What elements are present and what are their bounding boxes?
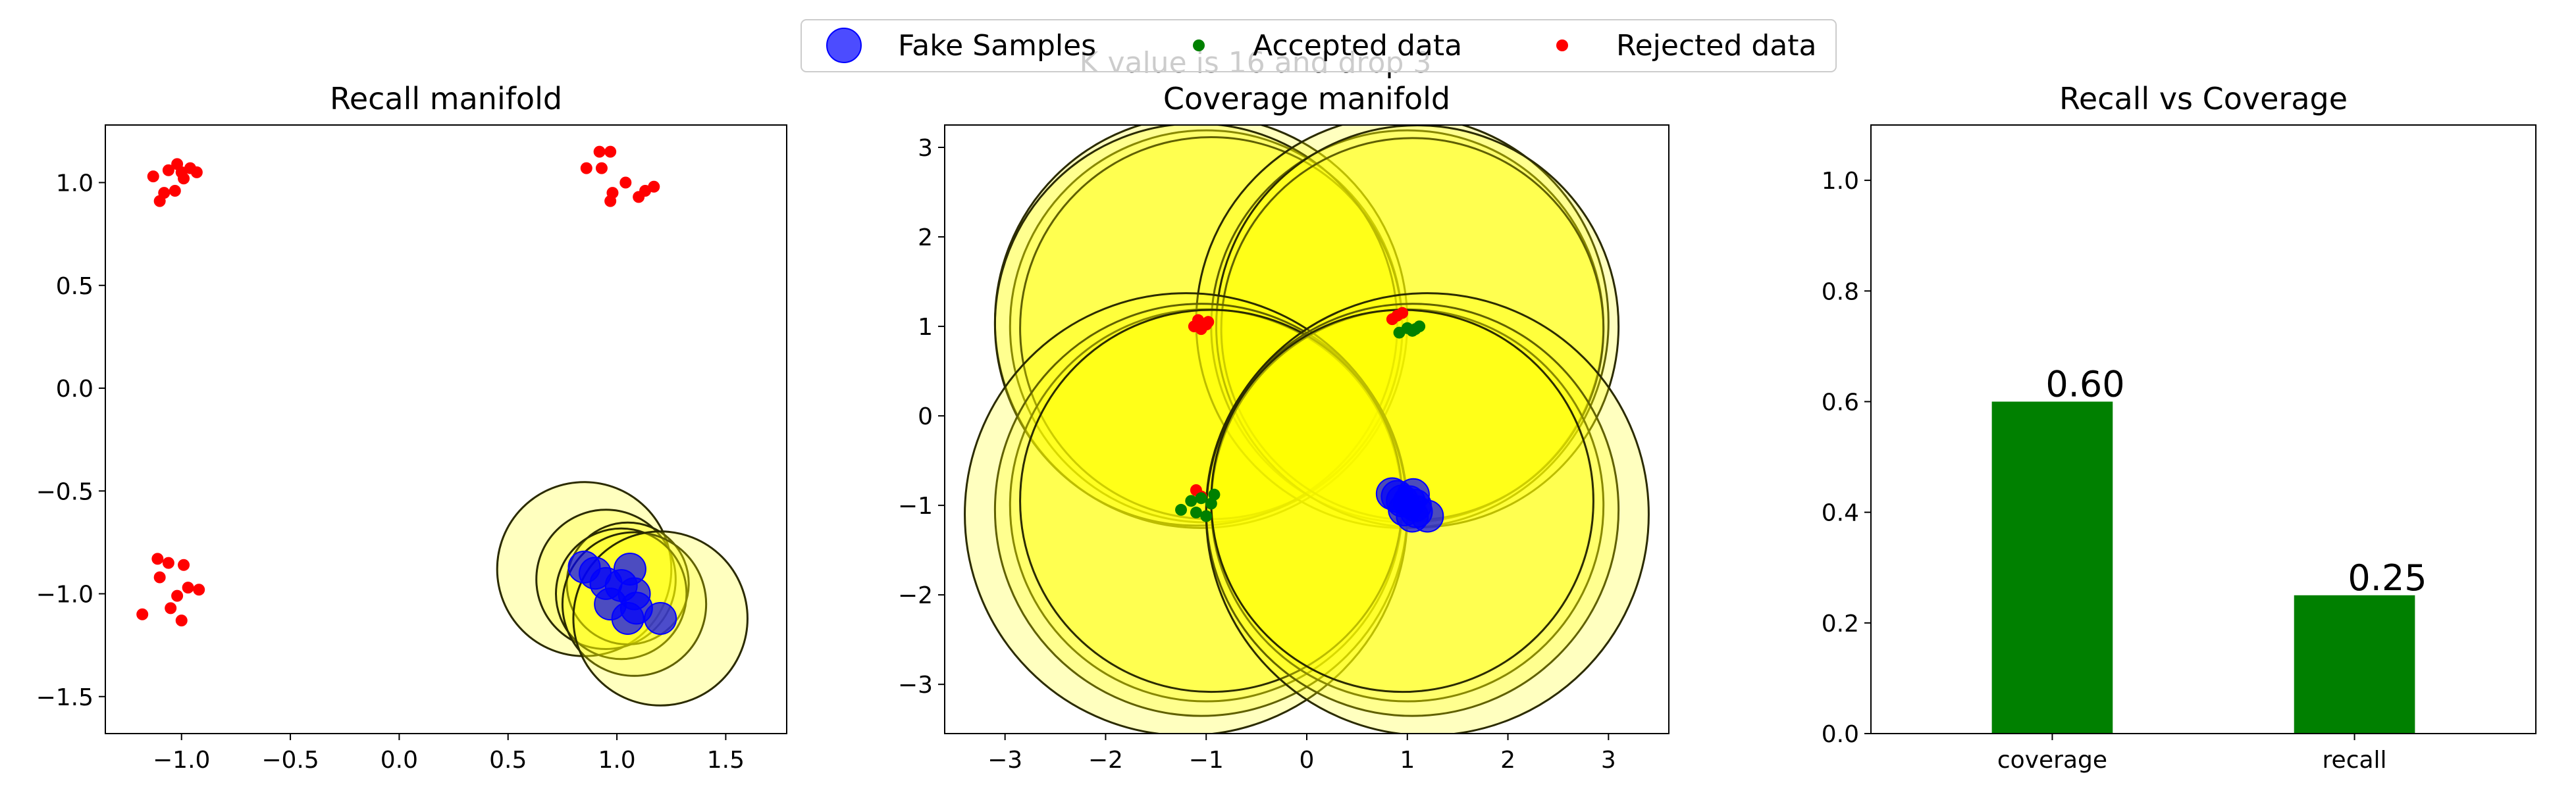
rejected-point — [153, 195, 166, 207]
accepted-point — [1208, 488, 1221, 501]
recall-manifold-title: Recall manifold — [330, 81, 562, 116]
rejected-point — [147, 170, 159, 183]
rejected-point — [604, 195, 617, 207]
y-tick-label: −1.0 — [36, 582, 93, 609]
x-tick-label: 1.0 — [598, 747, 635, 774]
coverage-manifold-title: Coverage manifold — [1163, 81, 1450, 116]
recall-manifold-plot-area — [136, 145, 749, 707]
accepted-point — [1200, 510, 1213, 522]
y-tick-label: −1.5 — [36, 684, 93, 711]
accepted-point — [1190, 507, 1202, 519]
rejected-point — [151, 553, 164, 565]
rejected-point — [175, 614, 188, 627]
x-tick-label: −1.0 — [153, 747, 210, 774]
accepted-point — [1195, 492, 1207, 505]
x-tick-label: 3 — [1601, 747, 1616, 774]
y-tick-label: 1.0 — [56, 170, 93, 197]
y-tick-label: 0.6 — [1822, 389, 1859, 416]
x-tick-label: −2 — [1088, 747, 1123, 774]
rejected-point — [580, 162, 592, 174]
rejected-point — [153, 571, 166, 584]
rejected-point — [593, 145, 606, 158]
x-tick-label: 2 — [1500, 747, 1515, 774]
y-tick-label: −3 — [898, 672, 933, 699]
y-tick-label: −0.5 — [36, 478, 93, 505]
legend: Fake Samples Accepted data Rejected data — [801, 19, 1837, 72]
fake-sample-point — [644, 602, 677, 635]
bar-coverage — [1991, 401, 2113, 734]
y-tick-label: 0.2 — [1822, 611, 1859, 638]
rejected-point — [1396, 307, 1409, 319]
accepted-point — [1406, 324, 1419, 337]
x-tick-label: −1 — [1189, 747, 1224, 774]
legend-marker-accepted-data — [1193, 39, 1205, 51]
coverage-manifold-ticks: −3 −2 −1 0 1 2 3 −3 −2 −1 0 1 2 3 — [898, 135, 1616, 774]
y-tick-label: 3 — [918, 135, 933, 162]
bar-value-label: 0.25 — [2348, 557, 2427, 599]
rejected-point — [1200, 318, 1213, 331]
recall-vs-coverage-plot-area: 0.60 0.25 — [1991, 363, 2427, 734]
accepted-point — [1175, 503, 1188, 516]
x-tick-label: 0.5 — [489, 747, 527, 774]
rejected-point — [604, 145, 617, 158]
accepted-point — [1205, 497, 1217, 510]
rejected-point — [190, 166, 203, 178]
x-tick-label: recall — [2323, 747, 2387, 774]
bar-recall — [2294, 595, 2415, 734]
x-tick-label: 1 — [1400, 747, 1415, 774]
rejected-point — [171, 158, 184, 170]
rejected-point — [182, 582, 194, 594]
x-tick-label: 1.5 — [707, 747, 745, 774]
rejected-point — [165, 602, 177, 614]
bar-value-label: 0.60 — [2045, 363, 2124, 405]
y-tick-label: −2 — [898, 582, 933, 609]
recall-vs-coverage-axes-frame — [1870, 124, 2537, 734]
rejected-point — [619, 176, 632, 189]
rejected-point — [648, 180, 660, 193]
rejected-point — [171, 589, 184, 602]
y-tick-label: 1.0 — [1822, 168, 1859, 195]
recall-manifold-ticks: −1.0 −0.5 0.0 0.5 1.0 1.5 −1.5 −1.0 −0.5 0.0 0.5 1.… — [36, 170, 745, 774]
y-tick-label: 0 — [918, 403, 933, 430]
recall-vs-coverage-title: Recall vs Coverage — [2059, 81, 2348, 116]
legend-label-accepted-data: Accepted data — [1253, 29, 1462, 63]
rejected-point — [162, 164, 174, 176]
recall-vs-coverage-panel: 0.60 0.25 coverage recall 0.0 0.2 0.4 0.6 0.8 1.… — [1822, 81, 2537, 774]
rejected-point — [162, 557, 174, 569]
rejected-point — [193, 584, 205, 596]
rejected-point — [178, 559, 190, 571]
rejected-point — [136, 608, 149, 620]
legend-marker-rejected-data — [1556, 39, 1568, 51]
coverage-manifold-plot-area — [964, 125, 1650, 734]
y-tick-label: 0.0 — [56, 376, 93, 403]
rejected-point — [169, 185, 181, 197]
recall-manifold-axes-frame — [105, 124, 787, 734]
accepted-point — [1185, 495, 1197, 507]
rejected-point — [595, 162, 608, 174]
recall-vs-coverage-ticks: coverage recall 0.0 0.2 0.4 0.6 0.8 1.0 — [1822, 168, 2387, 774]
y-tick-label: 2 — [918, 224, 933, 251]
coverage-manifold-panel: −3 −2 −1 0 1 2 3 −3 −2 −1 0 1 2 3 Coverage manifold — [898, 81, 1669, 774]
x-tick-label: −0.5 — [261, 747, 319, 774]
recall-manifold-panel: −1.0 −0.5 0.0 0.5 1.0 1.5 −1.5 −1.0 −0.5 0.0 0.5 1.… — [36, 81, 787, 774]
y-tick-label: 0.8 — [1822, 278, 1859, 305]
legend-frame — [801, 19, 1837, 72]
fake-sample-point — [1411, 499, 1444, 533]
x-tick-label: 0.0 — [381, 747, 418, 774]
y-tick-label: 0.0 — [1822, 721, 1859, 748]
y-tick-label: 0.5 — [56, 273, 93, 300]
y-tick-label: −1 — [898, 493, 933, 520]
y-tick-label: 1 — [918, 314, 933, 341]
legend-label-rejected-data: Rejected data — [1616, 29, 1817, 63]
rejected-point — [178, 172, 190, 185]
x-tick-label: −3 — [987, 747, 1022, 774]
x-tick-label: coverage — [1997, 747, 2107, 774]
legend-marker-fake-samples — [826, 28, 862, 63]
y-tick-label: 0.4 — [1822, 500, 1859, 527]
x-tick-label: 0 — [1300, 747, 1315, 774]
legend-label-fake-samples: Fake Samples — [898, 29, 1096, 63]
